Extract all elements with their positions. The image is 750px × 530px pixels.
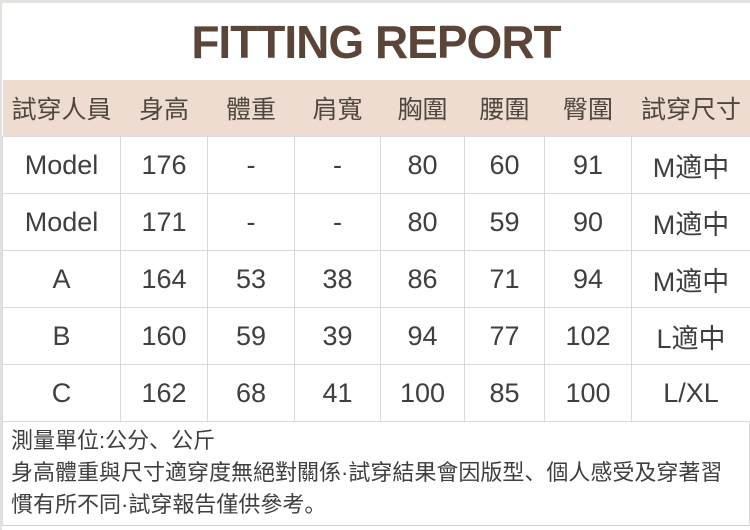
fitting-table: 試穿人員 身高 體重 肩寬 胸圍 腰圍 臀圍 試穿尺寸 Model 176 - … [2, 80, 750, 422]
table-cell: 39 [294, 307, 381, 365]
table-cell: Model [2, 136, 121, 194]
table-cell: 86 [380, 250, 465, 308]
table-cell: - [207, 136, 295, 194]
table-cell: 59 [207, 307, 295, 365]
fitting-disclaimer: 身高體重與尺寸適穿度無絕對關係·試穿結果會因版型、個人感受及穿著習慣有所不同·試… [11, 460, 723, 517]
table-cell: 176 [120, 136, 208, 194]
table-cell: - [294, 193, 381, 251]
table-cell: 90 [544, 193, 632, 251]
table-cell: - [207, 193, 295, 251]
table-cell: 68 [207, 364, 295, 422]
title-bar: FITTING REPORT [2, 3, 750, 80]
table-cell: 59 [464, 193, 545, 251]
table-row: Model 176 - - 80 60 91 M適中 [2, 136, 750, 194]
table-cell: - [294, 136, 381, 194]
page-title: FITTING REPORT [191, 15, 561, 68]
table-cell: L適中 [631, 307, 750, 365]
table-cell: L/XL [631, 364, 750, 422]
table-cell: 160 [120, 307, 208, 365]
table-row: A 164 53 38 86 71 94 M適中 [2, 250, 750, 308]
column-header-hip: 臀圍 [544, 80, 632, 137]
table-cell: M適中 [631, 250, 750, 308]
table-cell: 53 [207, 250, 295, 308]
table-cell: M適中 [631, 136, 750, 194]
footnotes: 測量單位:公分、公斤 身高體重與尺寸適穿度無絕對關係·試穿結果會因版型、個人感受… [2, 422, 750, 526]
table-row: Model 171 - - 80 59 90 M適中 [2, 193, 750, 251]
column-header-shoulder: 肩寬 [294, 80, 381, 137]
column-header-waist: 腰圍 [464, 80, 545, 137]
column-header-height: 身高 [120, 80, 208, 137]
table-cell: 85 [464, 364, 545, 422]
table-cell: C [2, 364, 121, 422]
column-header-tester: 試穿人員 [2, 80, 121, 137]
table-row: B 160 59 39 94 77 102 L適中 [2, 307, 750, 365]
table-cell: 100 [380, 364, 465, 422]
table-cell: 91 [544, 136, 632, 194]
table-cell: 71 [464, 250, 545, 308]
table-cell: 100 [544, 364, 632, 422]
table-cell: 94 [544, 250, 632, 308]
table-cell: M適中 [631, 193, 750, 251]
header-row: 試穿人員 身高 體重 肩寬 胸圍 腰圍 臀圍 試穿尺寸 [2, 80, 750, 137]
table-cell: 94 [380, 307, 465, 365]
table-cell: 77 [464, 307, 545, 365]
measurement-unit-note: 測量單位:公分、公斤 [11, 428, 216, 453]
table-cell: 102 [544, 307, 632, 365]
table-cell: 80 [380, 136, 465, 194]
column-header-chest: 胸圍 [380, 80, 465, 137]
column-header-weight: 體重 [207, 80, 295, 137]
table-cell: 162 [120, 364, 208, 422]
table-cell: 80 [380, 193, 465, 251]
table-cell: A [2, 250, 121, 308]
table-cell: B [2, 307, 121, 365]
table-cell: Model [2, 193, 121, 251]
table-row: C 162 68 41 100 85 100 L/XL [2, 364, 750, 422]
table-cell: 60 [464, 136, 545, 194]
table-cell: 38 [294, 250, 381, 308]
column-header-size: 試穿尺寸 [631, 80, 750, 137]
table-cell: 171 [120, 193, 208, 251]
table-cell: 41 [294, 364, 381, 422]
table-cell: 164 [120, 250, 208, 308]
